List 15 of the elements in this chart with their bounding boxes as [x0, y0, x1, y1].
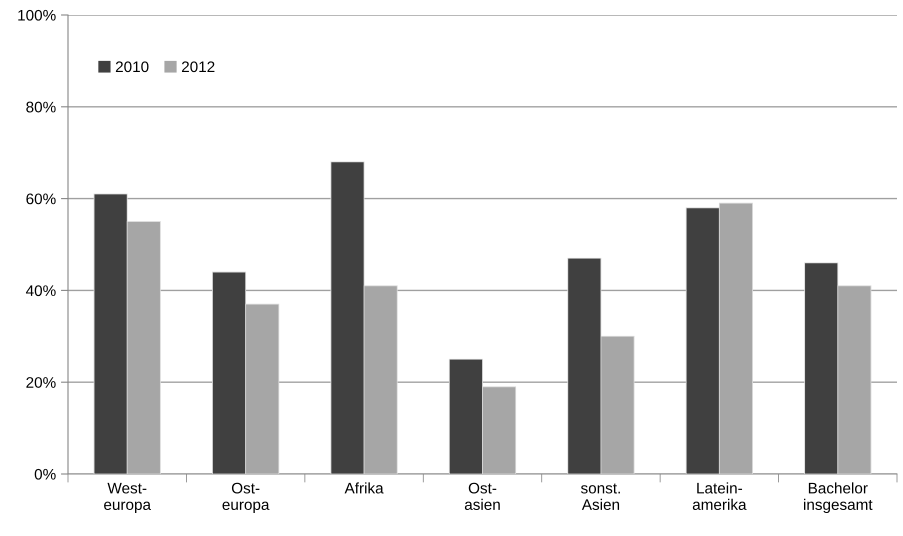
y-tick-label: 40%: [26, 285, 56, 296]
y-tick-label: 0%: [34, 468, 56, 480]
x-tick-label: West- europa: [104, 482, 151, 514]
x-tick-label: sonst. Asien: [580, 484, 620, 510]
legend-label: 2010: [116, 61, 149, 72]
x-tick-label: Ost- asien: [464, 482, 500, 510]
y-tick-label: 60%: [26, 193, 56, 204]
legend-label: 2012: [182, 61, 214, 72]
y-tick-label: 20%: [26, 377, 56, 388]
x-tick-label: Bachelor insgesamt: [804, 482, 872, 514]
x-tick-label: Latein- amerika: [692, 482, 747, 510]
x-tick-label: Afrika: [344, 482, 384, 494]
y-tick-label: 100%: [18, 10, 56, 21]
y-tick-label: 80%: [26, 102, 56, 112]
x-tick-label: Ost- europa: [222, 482, 270, 514]
